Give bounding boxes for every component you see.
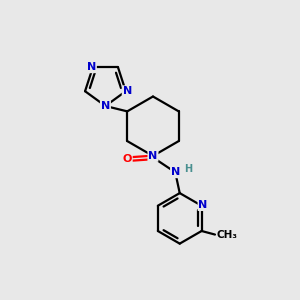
Text: N: N — [87, 62, 96, 72]
Text: N: N — [171, 167, 180, 177]
Text: CH₃: CH₃ — [217, 230, 238, 240]
Text: N: N — [123, 86, 132, 96]
Text: N: N — [148, 151, 158, 161]
Text: N: N — [101, 101, 110, 111]
Text: H: H — [184, 164, 192, 174]
Text: N: N — [199, 200, 208, 210]
Text: O: O — [122, 154, 132, 164]
